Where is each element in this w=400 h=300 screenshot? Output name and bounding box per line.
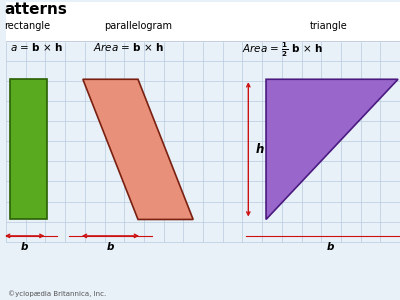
Polygon shape (266, 79, 398, 220)
Text: ©yclopædia Britannica, Inc.: ©yclopædia Britannica, Inc. (8, 290, 106, 297)
Text: $\mathit{a}$ = $\mathbf{b}$ $\times$ $\mathbf{h}$: $\mathit{a}$ = $\mathbf{b}$ $\times$ $\m… (10, 40, 63, 52)
Text: $\mathit{Area}$ = $\mathbf{b}$ $\times$ $\mathbf{h}$: $\mathit{Area}$ = $\mathbf{b}$ $\times$ … (93, 40, 164, 52)
Text: b: b (21, 242, 28, 252)
Text: atterns: atterns (4, 2, 67, 17)
Text: b: b (107, 242, 114, 252)
Polygon shape (83, 79, 193, 220)
Text: b: b (326, 242, 334, 252)
Text: triangle: triangle (310, 21, 348, 31)
Bar (10, 79, 47, 220)
Text: rectangle: rectangle (5, 21, 51, 31)
Text: $\mathit{Area}$ = $\mathbf{\frac{1}{2}}$ $\mathbf{b}$ $\times$ $\mathbf{h}$: $\mathit{Area}$ = $\mathbf{\frac{1}{2}}$… (242, 40, 323, 59)
Text: parallelogram: parallelogram (104, 21, 172, 31)
Text: h: h (256, 143, 264, 156)
